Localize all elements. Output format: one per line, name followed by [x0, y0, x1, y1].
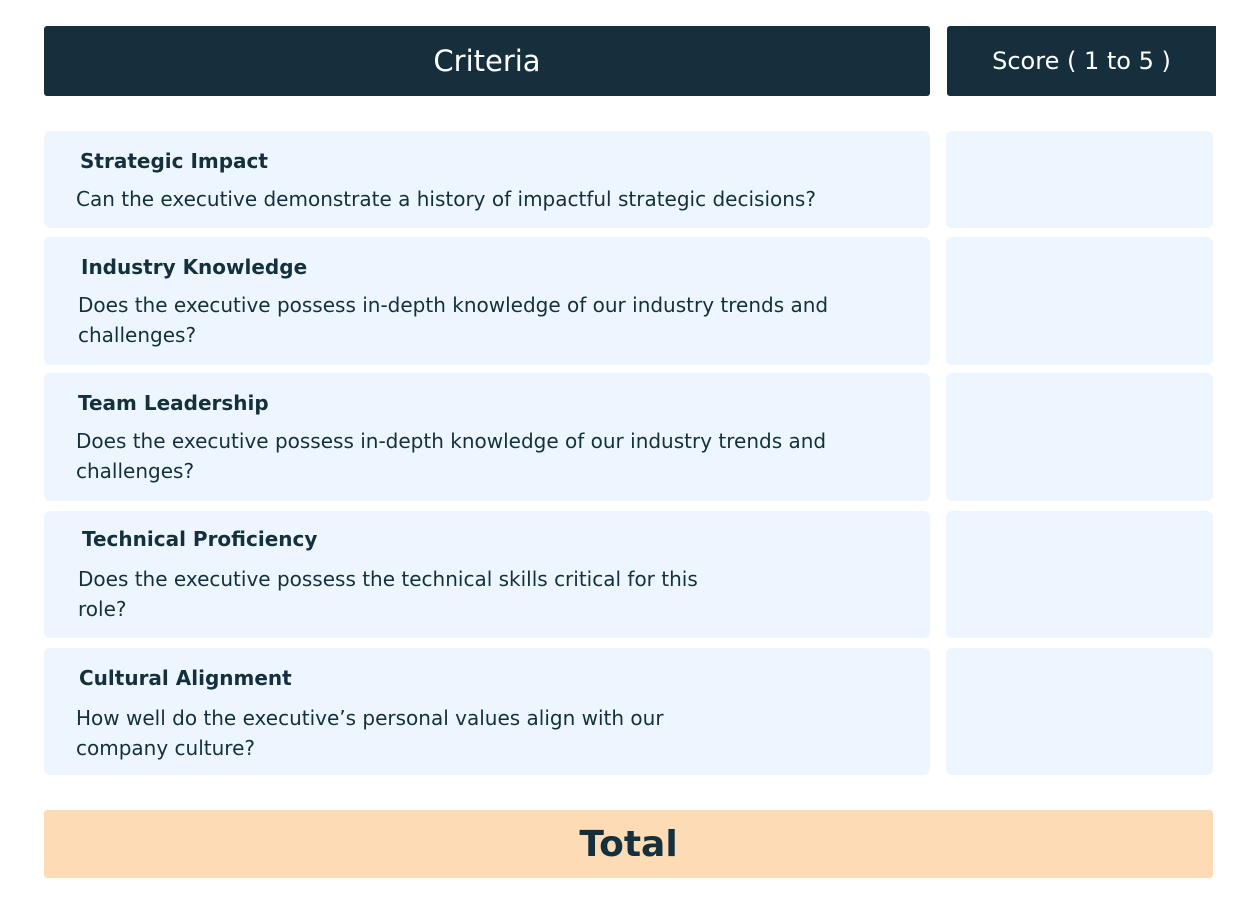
- score-cell-cultural-alignment[interactable]: [946, 648, 1213, 775]
- criteria-row-strategic-impact: Strategic Impact Can the executive demon…: [44, 131, 930, 228]
- row-description: Does the executive possess in-depth know…: [76, 429, 827, 483]
- row-description: How well do the executive’s personal val…: [76, 706, 664, 760]
- row-title: Cultural Alignment: [79, 666, 292, 690]
- criteria-header-label: Criteria: [433, 44, 541, 78]
- score-cell-team-leadership[interactable]: [946, 373, 1213, 501]
- score-cell-industry-knowledge[interactable]: [946, 237, 1213, 365]
- criteria-row-industry-knowledge: Industry Knowledge Does the executive po…: [44, 237, 930, 365]
- row-title: Team Leadership: [78, 391, 269, 415]
- row-title: Technical Proficiency: [82, 527, 318, 551]
- total-row: Total: [44, 810, 1213, 878]
- total-label: Total: [579, 823, 678, 865]
- row-description: Can the executive demonstrate a history …: [76, 187, 816, 211]
- criteria-row-team-leadership: Team Leadership Does the executive posse…: [44, 373, 930, 501]
- criteria-header: Criteria: [44, 26, 930, 96]
- score-header-label: Score ( 1 to 5 ): [992, 47, 1171, 75]
- criteria-row-technical-proficiency: Technical Proficiency Does the executive…: [44, 511, 930, 638]
- row-description: Does the executive possess the technical…: [78, 567, 698, 621]
- score-header: Score ( 1 to 5 ): [947, 26, 1216, 96]
- row-title: Industry Knowledge: [81, 255, 308, 279]
- row-title: Strategic Impact: [80, 149, 268, 173]
- score-cell-technical-proficiency[interactable]: [946, 511, 1213, 638]
- score-cell-strategic-impact[interactable]: [946, 131, 1213, 228]
- row-description: Does the executive possess in-depth know…: [78, 293, 829, 347]
- criteria-row-cultural-alignment: Cultural Alignment How well do the execu…: [44, 648, 930, 775]
